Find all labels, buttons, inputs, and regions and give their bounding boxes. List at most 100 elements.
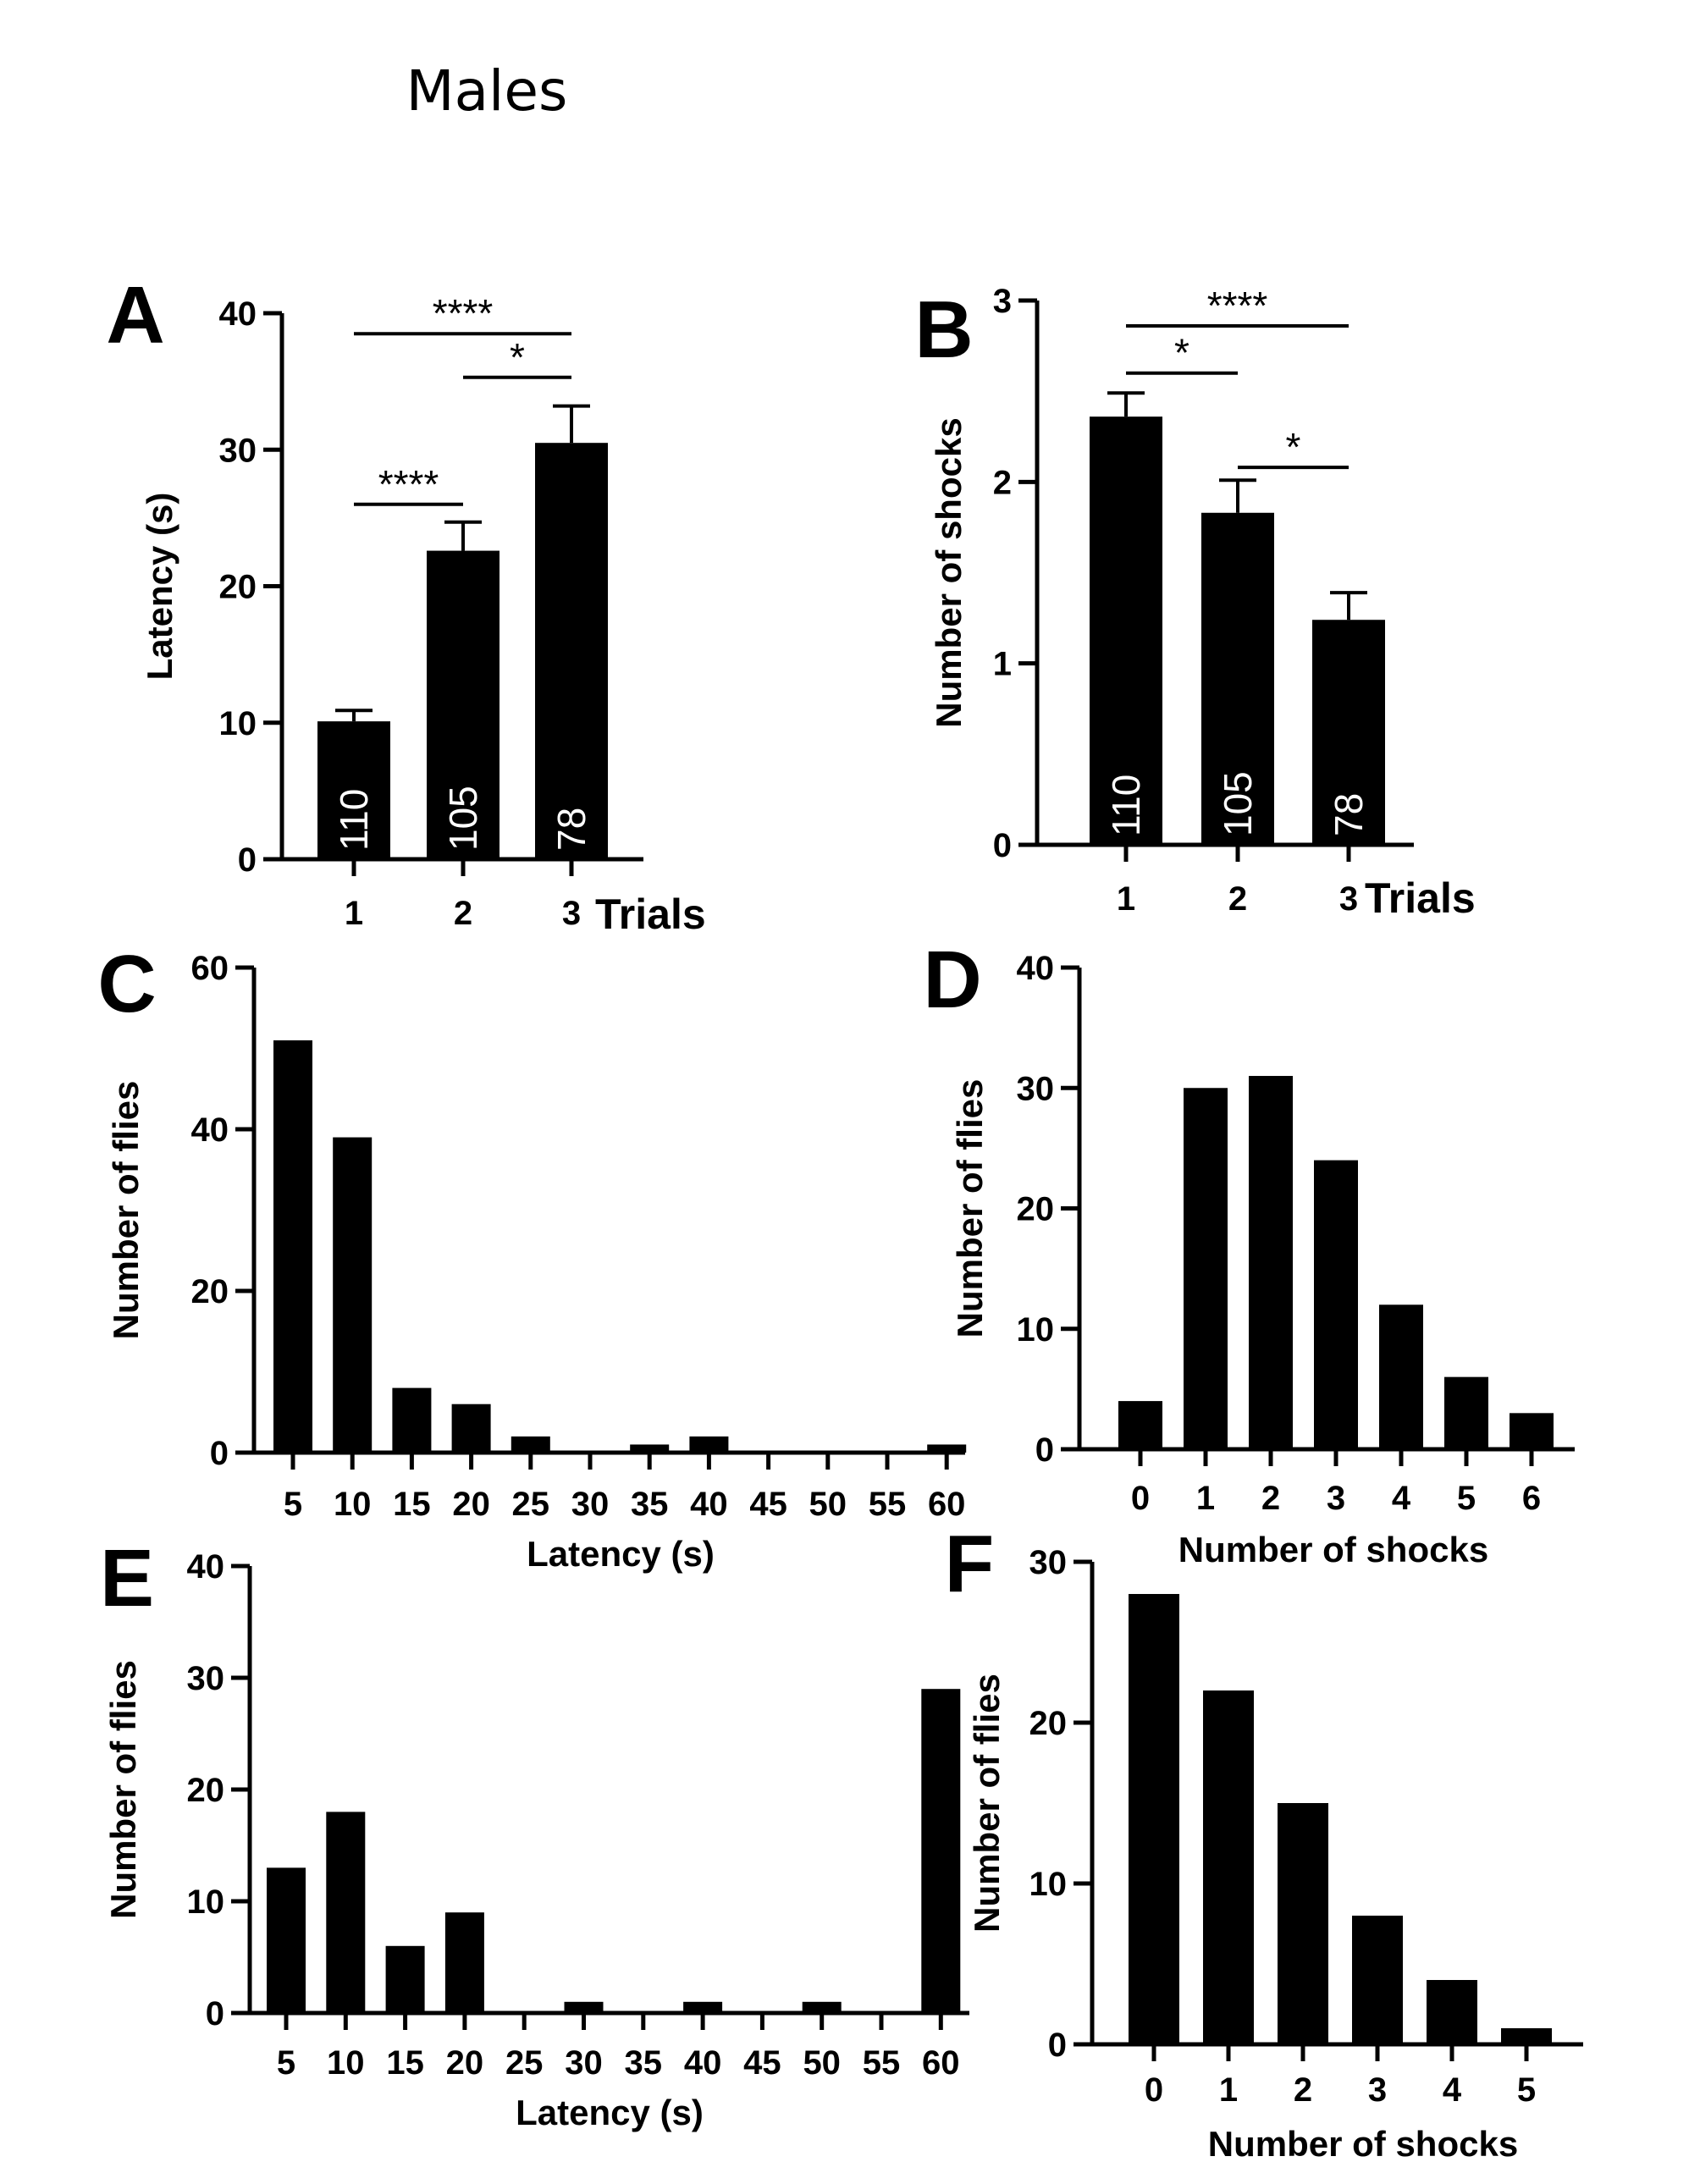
bar [267, 1867, 306, 2013]
x-tick-label: 2 [1294, 2071, 1312, 2109]
y-axis-label: Number of shocks [929, 417, 969, 727]
bar [689, 1436, 729, 1453]
y-tick-label: 20 [1029, 1705, 1068, 1742]
bar [1379, 1304, 1423, 1449]
bar-n-label: 110 [1104, 775, 1148, 836]
x-tick-label: 40 [690, 1486, 728, 1523]
bar-n-label: 105 [441, 786, 485, 851]
x-axis-label: Number of shocks [1178, 1530, 1488, 1569]
bar [927, 1444, 967, 1453]
panel-f: F 0 10 20 30 Number of flies 0 1 2 3 4 5 Number of s… [945, 1519, 1583, 2164]
x-axis-label: Latency (s) [527, 1534, 715, 1574]
bar [1129, 1594, 1179, 2044]
bar [630, 1444, 670, 1453]
x-axis-label: Trials [595, 891, 706, 938]
y-tick-label: 0 [206, 1995, 224, 2032]
x-tick-label: 20 [452, 1486, 490, 1523]
x-tick-label: 4 [1443, 2071, 1462, 2109]
panel-letter: E [100, 1533, 154, 1624]
panel-letter: F [945, 1519, 995, 1609]
significance-label: * [1174, 331, 1189, 375]
x-tick-label: 0 [1131, 1480, 1150, 1517]
y-tick-label: 10 [1017, 1311, 1055, 1348]
x-tick-label: 5 [284, 1486, 302, 1523]
x-tick-label: 25 [512, 1486, 550, 1523]
y-tick-label: 40 [219, 295, 257, 333]
y-tick-label: 0 [993, 827, 1012, 864]
significance-label: **** [433, 291, 494, 335]
y-tick-label: 20 [219, 569, 257, 606]
bar [1249, 1076, 1293, 1449]
bar-n-label: 110 [332, 789, 376, 851]
y-tick-label: 40 [191, 1111, 229, 1149]
x-tick-label: 55 [863, 2044, 901, 2082]
bar [1184, 1088, 1228, 1449]
y-axis-label: Number of flies [967, 1674, 1007, 1933]
y-tick-label: 20 [187, 1772, 225, 1809]
bar [1118, 1401, 1162, 1449]
x-axis-label: Latency (s) [516, 2093, 704, 2132]
y-tick-label: 40 [1017, 950, 1055, 987]
x-tick-label: 2 [454, 895, 472, 932]
significance-label: * [510, 335, 525, 379]
significance-label: * [1286, 425, 1301, 469]
figure-title: Males [406, 58, 568, 124]
x-tick-label: 25 [505, 2044, 544, 2082]
y-axis-label: Number of flies [106, 1081, 146, 1340]
panel-letter: C [97, 939, 156, 1029]
bar [392, 1387, 432, 1453]
x-tick-label: 3 [562, 895, 581, 932]
y-tick-label: 30 [187, 1660, 225, 1697]
x-tick-label: 1 [345, 895, 363, 932]
y-tick-label: 30 [1029, 1544, 1068, 1581]
bar [511, 1436, 550, 1453]
y-tick-label: 0 [210, 1435, 229, 1472]
panel-letter: B [914, 284, 973, 375]
y-tick-label: 20 [1017, 1191, 1055, 1228]
x-tick-label: 60 [928, 1486, 966, 1523]
x-tick-label: 5 [277, 2044, 295, 2082]
bar [564, 2001, 604, 2013]
x-tick-label: 5 [1517, 2071, 1536, 2109]
bar [427, 550, 500, 859]
bar [535, 443, 608, 859]
x-tick-label: 6 [1522, 1480, 1541, 1517]
y-tick-label: 1 [993, 646, 1012, 683]
bar [1278, 1803, 1328, 2044]
x-tick-label: 2 [1261, 1480, 1280, 1517]
x-tick-label: 60 [922, 2044, 960, 2082]
bar [317, 721, 390, 859]
bar [1312, 620, 1385, 845]
y-tick-label: 20 [191, 1273, 229, 1310]
bar [1501, 2028, 1552, 2044]
x-tick-label: 40 [684, 2044, 722, 2082]
bar [1201, 512, 1274, 845]
x-tick-label: 50 [809, 1486, 847, 1523]
x-axis-label: Number of shocks [1208, 2124, 1518, 2164]
bar [444, 1912, 484, 2013]
bar [451, 1404, 491, 1453]
x-tick-label: 55 [869, 1486, 907, 1523]
bar [385, 1945, 425, 2013]
bar [1427, 1980, 1477, 2044]
y-tick-label: 40 [187, 1548, 225, 1586]
bar [1444, 1376, 1488, 1449]
x-tick-label: 50 [803, 2044, 841, 2082]
x-tick-label: 0 [1145, 2071, 1163, 2109]
panel-letter: D [923, 935, 981, 1025]
y-tick-label: 60 [191, 950, 229, 987]
bar [1314, 1160, 1358, 1449]
bar [921, 1689, 961, 2013]
x-tick-label: 10 [334, 1486, 372, 1523]
y-tick-label: 10 [187, 1883, 225, 1921]
bar [1203, 1690, 1254, 2044]
y-tick-label: 10 [1029, 1866, 1068, 1903]
y-axis-label: Number of flies [103, 1660, 143, 1919]
bar [273, 1040, 312, 1453]
y-tick-label: 0 [1035, 1431, 1054, 1469]
x-tick-label: 10 [327, 2044, 365, 2082]
y-tick-label: 0 [238, 841, 257, 879]
panel-c: C 0 20 40 60 Number of flies 5 10 15 20 25 30 35 40 45… [97, 939, 967, 1574]
